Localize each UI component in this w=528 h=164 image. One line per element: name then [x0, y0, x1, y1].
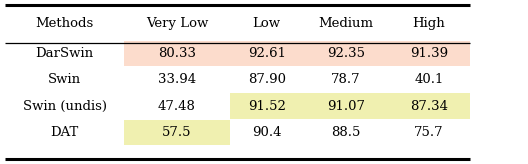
Text: 80.33: 80.33	[158, 47, 196, 60]
Text: 33.94: 33.94	[158, 73, 196, 86]
Text: 88.5: 88.5	[331, 126, 361, 139]
Text: 87.34: 87.34	[410, 100, 448, 113]
Text: 40.1: 40.1	[414, 73, 444, 86]
Text: 78.7: 78.7	[331, 73, 361, 86]
Bar	[230, 93, 304, 119]
Text: DAT: DAT	[51, 126, 79, 139]
Bar	[124, 41, 230, 66]
Bar	[304, 93, 388, 119]
Text: 87.90: 87.90	[248, 73, 286, 86]
Text: 92.61: 92.61	[248, 47, 286, 60]
Bar	[304, 41, 388, 66]
Text: DarSwin: DarSwin	[35, 47, 94, 60]
Text: 57.5: 57.5	[162, 126, 192, 139]
Bar	[124, 120, 230, 145]
Text: 75.7: 75.7	[414, 126, 444, 139]
Text: Swin: Swin	[48, 73, 81, 86]
Bar	[230, 41, 304, 66]
Text: 47.48: 47.48	[158, 100, 196, 113]
Text: 91.52: 91.52	[248, 100, 286, 113]
Text: Swin (undis): Swin (undis)	[23, 100, 107, 113]
Text: Low: Low	[252, 17, 281, 30]
Text: High: High	[412, 17, 446, 30]
Text: 91.07: 91.07	[327, 100, 365, 113]
Text: Very Low: Very Low	[146, 17, 208, 30]
Bar	[388, 41, 470, 66]
Text: Methods: Methods	[35, 17, 94, 30]
Text: 90.4: 90.4	[252, 126, 281, 139]
Text: 92.35: 92.35	[327, 47, 365, 60]
Text: Medium: Medium	[318, 17, 373, 30]
Text: 91.39: 91.39	[410, 47, 448, 60]
Bar	[388, 93, 470, 119]
